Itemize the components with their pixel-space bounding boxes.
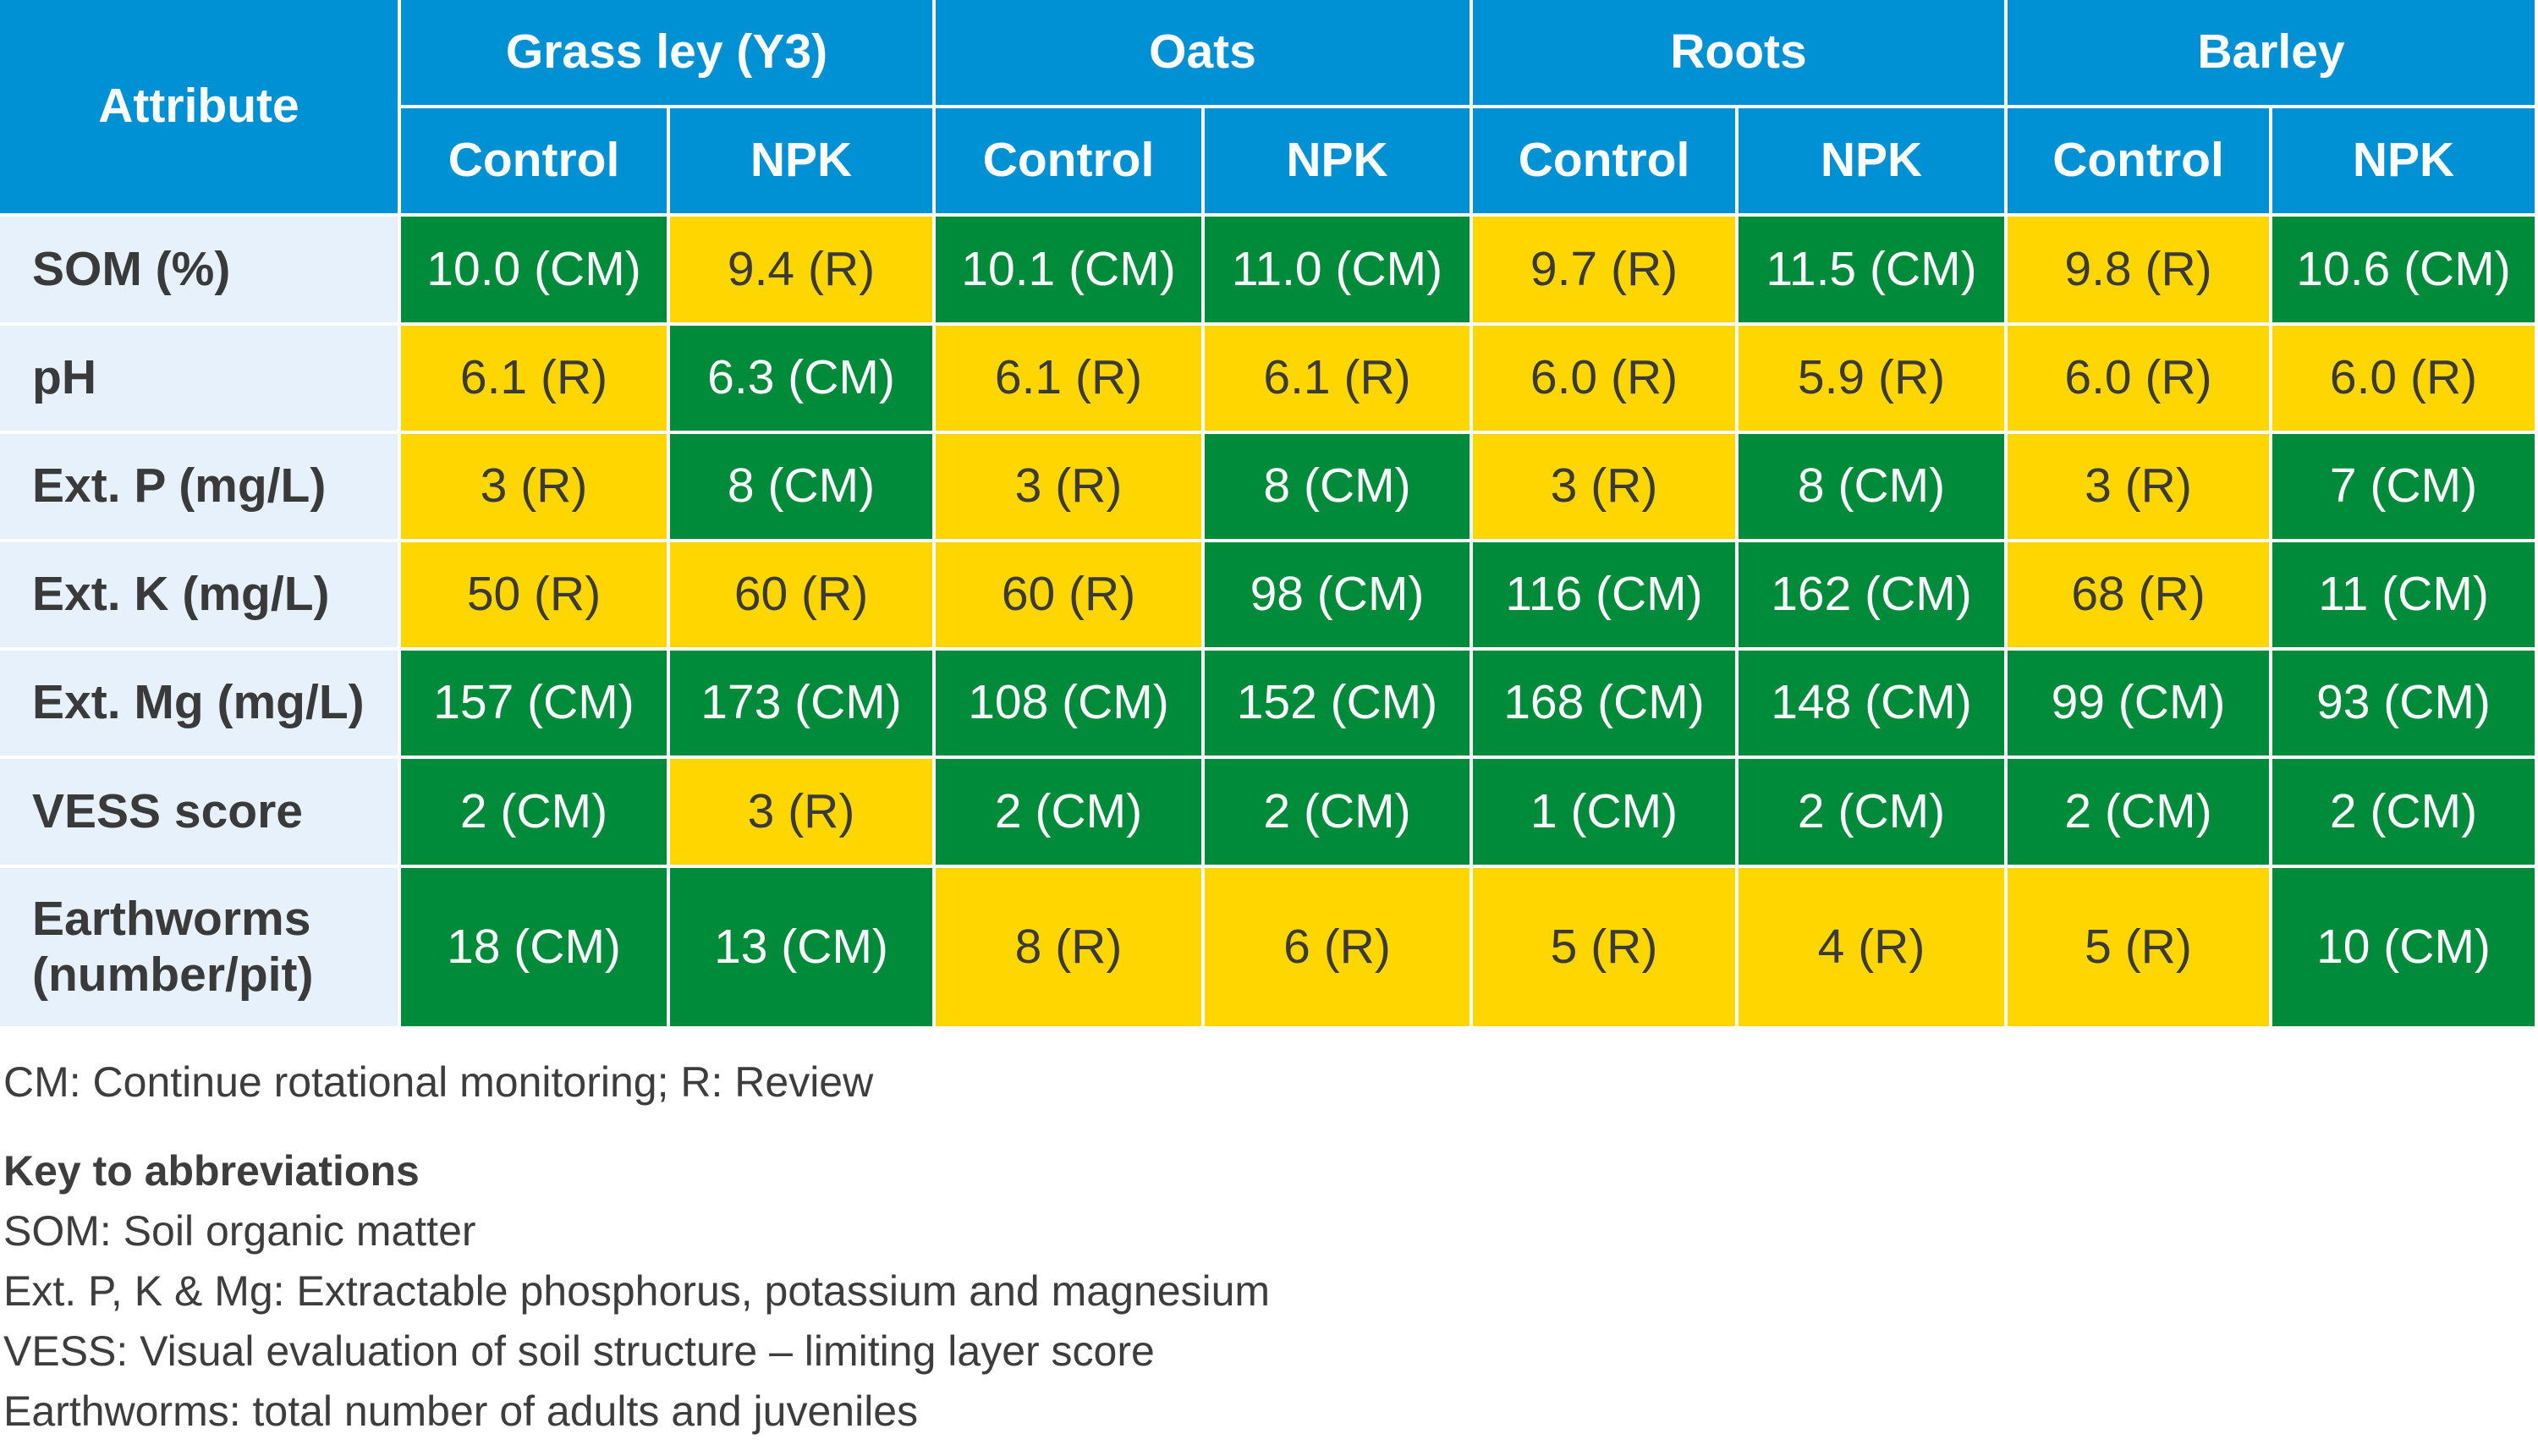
row-label: SOM (%) (0, 217, 401, 326)
data-cell: 2 (CM) (2272, 759, 2538, 868)
data-cell: 68 (R) (2008, 542, 2272, 651)
data-cell: 60 (R) (670, 542, 936, 651)
group-header: Oats (936, 0, 1473, 108)
data-cell: 2 (CM) (936, 759, 1205, 868)
data-cell: 5.9 (R) (1739, 326, 2008, 434)
data-cell: 6.1 (R) (401, 326, 670, 434)
group-header: Grass ley (Y3) (401, 0, 936, 108)
data-cell: 3 (R) (2008, 434, 2272, 542)
group-header: Roots (1473, 0, 2008, 108)
data-cell: 11.0 (CM) (1205, 217, 1473, 326)
data-cell: 6.0 (R) (1473, 326, 1739, 434)
column-header: Control (1473, 108, 1739, 217)
attribute-header: Attribute (0, 0, 401, 217)
data-cell: 157 (CM) (401, 651, 670, 759)
data-cell: 116 (CM) (1473, 542, 1739, 651)
data-cell: 11.5 (CM) (1739, 217, 2008, 326)
data-cell: 99 (CM) (2008, 651, 2272, 759)
column-header: NPK (1205, 108, 1473, 217)
data-cell: 9.4 (R) (670, 217, 936, 326)
key-title: Key to abbreviations (3, 1147, 420, 1195)
row-label: Earthworms (number/pit) (0, 868, 401, 1030)
data-cell: 8 (CM) (1205, 434, 1473, 542)
data-cell: 108 (CM) (936, 651, 1205, 759)
data-cell: 6.0 (R) (2008, 326, 2272, 434)
row-label: Ext. P (mg/L) (0, 434, 401, 542)
data-cell: 152 (CM) (1205, 651, 1473, 759)
data-cell: 3 (R) (401, 434, 670, 542)
data-cell: 9.7 (R) (1473, 217, 1739, 326)
data-cell: 5 (R) (2008, 868, 2272, 1030)
data-cell: 168 (CM) (1473, 651, 1739, 759)
data-cell: 6.1 (R) (936, 326, 1205, 434)
data-cell: 10.6 (CM) (2272, 217, 2538, 326)
data-cell: 6.1 (R) (1205, 326, 1473, 434)
row-label: Ext. K (mg/L) (0, 542, 401, 651)
data-cell: 1 (CM) (1473, 759, 1739, 868)
data-cell: 3 (R) (1473, 434, 1739, 542)
data-cell: 2 (CM) (401, 759, 670, 868)
data-cell: 6.0 (R) (2272, 326, 2538, 434)
key-item: Earthworms: total number of adults and j… (3, 1387, 919, 1435)
data-cell: 5 (R) (1473, 868, 1739, 1030)
data-cell: 162 (CM) (1739, 542, 2008, 651)
key-item: Ext. P, K & Mg: Extractable phosphorus, … (3, 1267, 1271, 1315)
data-cell: 2 (CM) (2008, 759, 2272, 868)
column-header: NPK (670, 108, 936, 217)
data-cell: 8 (CM) (670, 434, 936, 542)
data-cell: 8 (R) (936, 868, 1205, 1030)
data-cell: 98 (CM) (1205, 542, 1473, 651)
row-label: VESS score (0, 759, 401, 868)
soil-table: Attribute Grass ley (Y3) Control NPK Oats Con… (0, 0, 2538, 1030)
column-header: Control (2008, 108, 2272, 217)
column-header: NPK (2272, 108, 2538, 217)
data-cell: 6 (R) (1205, 868, 1473, 1030)
key-item: VESS: Visual evaluation of soil structur… (3, 1327, 1155, 1375)
data-cell: 8 (CM) (1739, 434, 2008, 542)
data-cell: 4 (R) (1739, 868, 2008, 1030)
key-item: SOM: Soil organic matter (3, 1207, 476, 1255)
data-cell: 148 (CM) (1739, 651, 2008, 759)
data-cell: 3 (R) (670, 759, 936, 868)
data-cell: 60 (R) (936, 542, 1205, 651)
row-label: Ext. Mg (mg/L) (0, 651, 401, 759)
data-cell: 18 (CM) (401, 868, 670, 1030)
data-cell: 3 (R) (936, 434, 1205, 542)
data-cell: 11 (CM) (2272, 542, 2538, 651)
column-header: Control (936, 108, 1205, 217)
data-cell: 2 (CM) (1205, 759, 1473, 868)
data-cell: 2 (CM) (1739, 759, 2008, 868)
data-cell: 10 (CM) (2272, 868, 2538, 1030)
data-cell: 9.8 (R) (2008, 217, 2272, 326)
column-header: Control (401, 108, 670, 217)
note: CM: Continue rotational monitoring; R: R… (3, 1058, 874, 1106)
row-label: pH (0, 326, 401, 434)
group-header: Barley (2008, 0, 2538, 108)
data-cell: 6.3 (CM) (670, 326, 936, 434)
data-cell: 50 (R) (401, 542, 670, 651)
data-cell: 93 (CM) (2272, 651, 2538, 759)
data-cell: 13 (CM) (670, 868, 936, 1030)
data-cell: 173 (CM) (670, 651, 936, 759)
data-cell: 7 (CM) (2272, 434, 2538, 542)
column-header: NPK (1739, 108, 2008, 217)
data-cell: 10.0 (CM) (401, 217, 670, 326)
data-cell: 10.1 (CM) (936, 217, 1205, 326)
